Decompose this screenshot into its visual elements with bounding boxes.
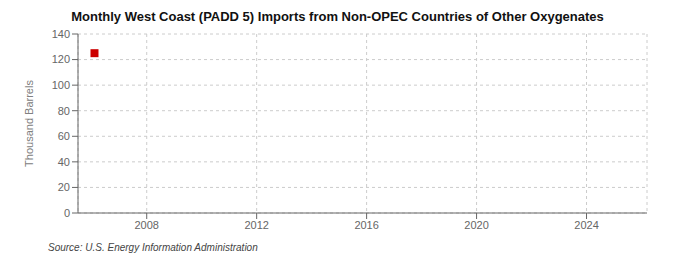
svg-text:Thousand Barrels: Thousand Barrels bbox=[23, 80, 35, 167]
svg-text:80: 80 bbox=[58, 105, 70, 117]
svg-text:60: 60 bbox=[58, 130, 70, 142]
svg-text:2024: 2024 bbox=[574, 219, 598, 231]
svg-text:20: 20 bbox=[58, 181, 70, 193]
svg-text:2020: 2020 bbox=[464, 219, 488, 231]
svg-text:0: 0 bbox=[64, 207, 70, 219]
svg-text:100: 100 bbox=[52, 79, 70, 91]
html-text:Source: U.S. Energy Informatio: Source: U.S. Energy Information Administ… bbox=[48, 242, 258, 253]
svg-text:40: 40 bbox=[58, 156, 70, 168]
svg-text:2012: 2012 bbox=[244, 219, 268, 231]
svg-text:140: 140 bbox=[52, 28, 70, 40]
html-text:Monthly West Coast (PADD 5) Im: Monthly West Coast (PADD 5) Imports from… bbox=[71, 9, 604, 24]
svg-text:2008: 2008 bbox=[134, 219, 158, 231]
svg-text:2016: 2016 bbox=[354, 219, 378, 231]
svg-text:120: 120 bbox=[52, 53, 70, 65]
